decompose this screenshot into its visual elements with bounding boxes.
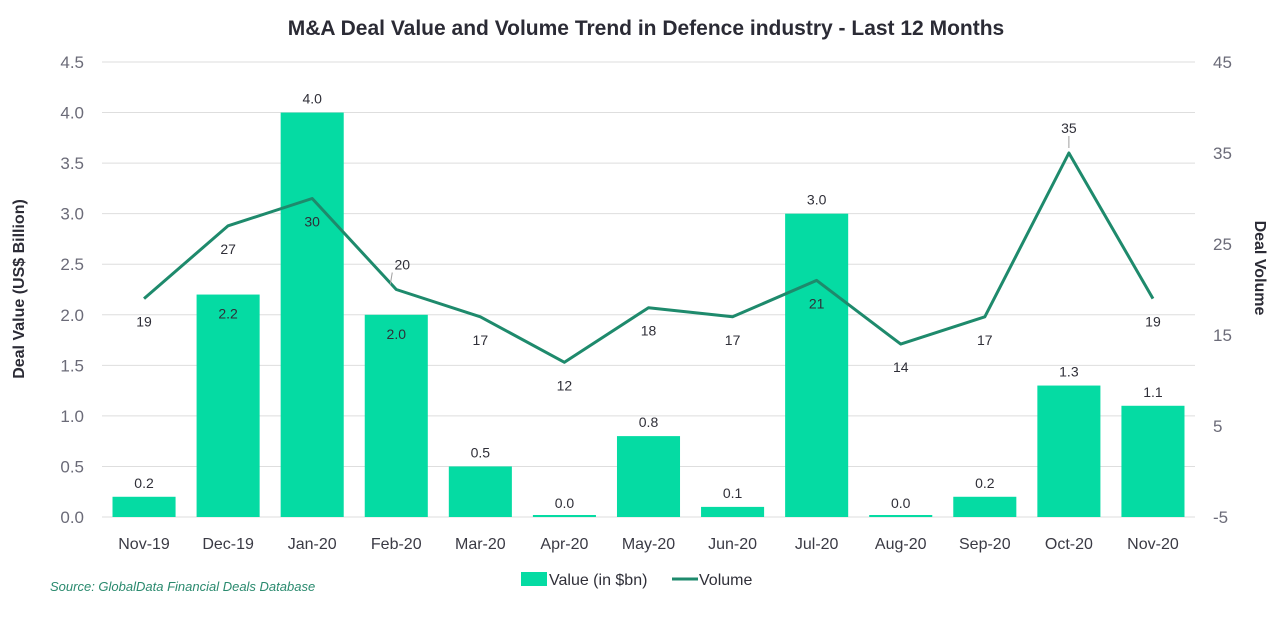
value-bar-label: 0.5 xyxy=(471,444,491,460)
x-axis-tick-label: Sep-20 xyxy=(959,536,1011,553)
right-axis-tick-label: 25 xyxy=(1213,235,1232,254)
volume-label: 30 xyxy=(304,214,320,230)
value-bar-label: 2.2 xyxy=(218,306,238,322)
volume-label: 19 xyxy=(1145,314,1161,330)
x-axis-tick-label: Mar-20 xyxy=(455,536,506,553)
left-axis-tick-label: 3.5 xyxy=(60,154,84,173)
value-bar xyxy=(701,506,765,517)
value-bars xyxy=(112,112,1185,518)
x-axis-tick-label: Nov-19 xyxy=(118,536,170,553)
value-bar-label: 0.2 xyxy=(975,475,995,491)
left-axis-tick-label: 0.0 xyxy=(60,508,84,527)
value-bar xyxy=(196,294,260,517)
value-bar xyxy=(1121,405,1185,517)
left-axis-tick-label: 3.0 xyxy=(60,205,84,224)
value-bar xyxy=(616,436,681,517)
left-axis-tick-label: 1.5 xyxy=(60,356,84,375)
volume-label-leader xyxy=(389,272,393,285)
volume-line-group xyxy=(143,151,1155,364)
legend-label-value: Value (in $bn) xyxy=(549,572,647,589)
x-axis-tick-label: Apr-20 xyxy=(540,536,588,553)
value-bar xyxy=(532,515,596,517)
right-axis-tick-label: 15 xyxy=(1213,326,1232,345)
value-bar-labels: 0.2 2.2 4.0 2.0 0.5 0.0 0.8 0.1 3.0 0.0 0.2 1.3 1.1 xyxy=(134,91,1163,511)
value-bar-label: 3.0 xyxy=(807,192,827,208)
volume-label: 19 xyxy=(136,314,152,330)
left-axis-tick-label: 2.0 xyxy=(60,306,84,325)
right-axis-tick-label: 45 xyxy=(1213,53,1232,72)
right-axis-tick-label: 5 xyxy=(1213,417,1222,436)
x-axis-tick-label: Jul-20 xyxy=(795,536,839,553)
x-axis-tick-label: May-20 xyxy=(622,536,675,553)
right-axis-tick-label: -5 xyxy=(1213,508,1228,527)
x-axis-ticks: Nov-19 Dec-19 Jan-20 Feb-20 Mar-20 Apr-20 May-… xyxy=(118,536,1179,553)
value-bar-label: 0.2 xyxy=(134,475,154,491)
volume-label: 14 xyxy=(893,359,909,375)
left-axis-tick-label: 2.5 xyxy=(60,255,84,274)
x-axis-tick-label: Aug-20 xyxy=(875,536,927,553)
x-axis-tick-label: Nov-20 xyxy=(1127,536,1179,553)
volume-label: 17 xyxy=(725,332,741,348)
volume-label: 12 xyxy=(557,377,573,393)
left-axis-tick-label: 1.0 xyxy=(60,407,84,426)
legend-label-volume: Volume xyxy=(699,572,752,589)
volume-label: 17 xyxy=(977,332,993,348)
x-axis-tick-label: Jun-20 xyxy=(708,536,757,553)
value-bar-label: 1.3 xyxy=(1059,364,1079,380)
value-bar xyxy=(448,466,512,517)
chart-title: M&A Deal Value and Volume Trend in Defen… xyxy=(288,17,1004,40)
legend-swatch-value xyxy=(521,572,547,586)
value-bar xyxy=(364,314,428,517)
value-bar-label: 4.0 xyxy=(302,91,322,107)
left-axis-tick-label: 4.0 xyxy=(60,104,84,123)
right-axis-title: Deal Volume xyxy=(1251,221,1268,316)
volume-label: 17 xyxy=(473,332,489,348)
right-axis-tick-label: 35 xyxy=(1213,144,1232,163)
x-axis-tick-label: Dec-19 xyxy=(202,536,254,553)
value-bar xyxy=(280,112,344,518)
volume-label: 35 xyxy=(1061,120,1077,136)
value-bar xyxy=(869,515,933,517)
volume-label: 21 xyxy=(809,295,825,311)
value-bar xyxy=(1037,385,1101,517)
source-note: Source: GlobalData Financial Deals Datab… xyxy=(50,579,315,594)
left-axis-tick-label: 4.5 xyxy=(60,53,84,72)
volume-line xyxy=(143,151,1155,364)
value-bar xyxy=(112,496,176,517)
value-bar-label: 0.0 xyxy=(891,495,911,511)
volume-labels: 19 27 30 20 17 12 18 17 21 14 17 35 19 xyxy=(136,120,1161,393)
value-bar xyxy=(785,213,849,517)
x-axis-tick-label: Feb-20 xyxy=(371,536,422,553)
volume-label: 27 xyxy=(220,241,236,257)
value-bar-label: 0.0 xyxy=(555,495,575,511)
left-axis-ticks: 0.0 0.5 1.0 1.5 2.0 2.5 3.0 3.5 4.0 4.5 xyxy=(60,53,84,527)
legend: Value (in $bn) Volume xyxy=(521,572,752,589)
value-bar xyxy=(953,496,1017,517)
x-axis-tick-label: Oct-20 xyxy=(1045,536,1093,553)
x-axis-tick-label: Jan-20 xyxy=(288,536,337,553)
volume-label: 20 xyxy=(394,257,410,273)
left-axis-title: Deal Value (US$ Billion) xyxy=(11,199,28,379)
value-bar-label: 0.8 xyxy=(639,414,659,430)
value-bar-label: 1.1 xyxy=(1143,384,1163,400)
left-axis-tick-label: 0.5 xyxy=(60,457,84,476)
value-bar-label: 0.1 xyxy=(723,485,743,501)
right-axis-ticks: -5 5 15 25 35 45 xyxy=(1213,53,1232,527)
value-bar-label: 2.0 xyxy=(387,326,407,342)
volume-label: 18 xyxy=(641,323,657,339)
